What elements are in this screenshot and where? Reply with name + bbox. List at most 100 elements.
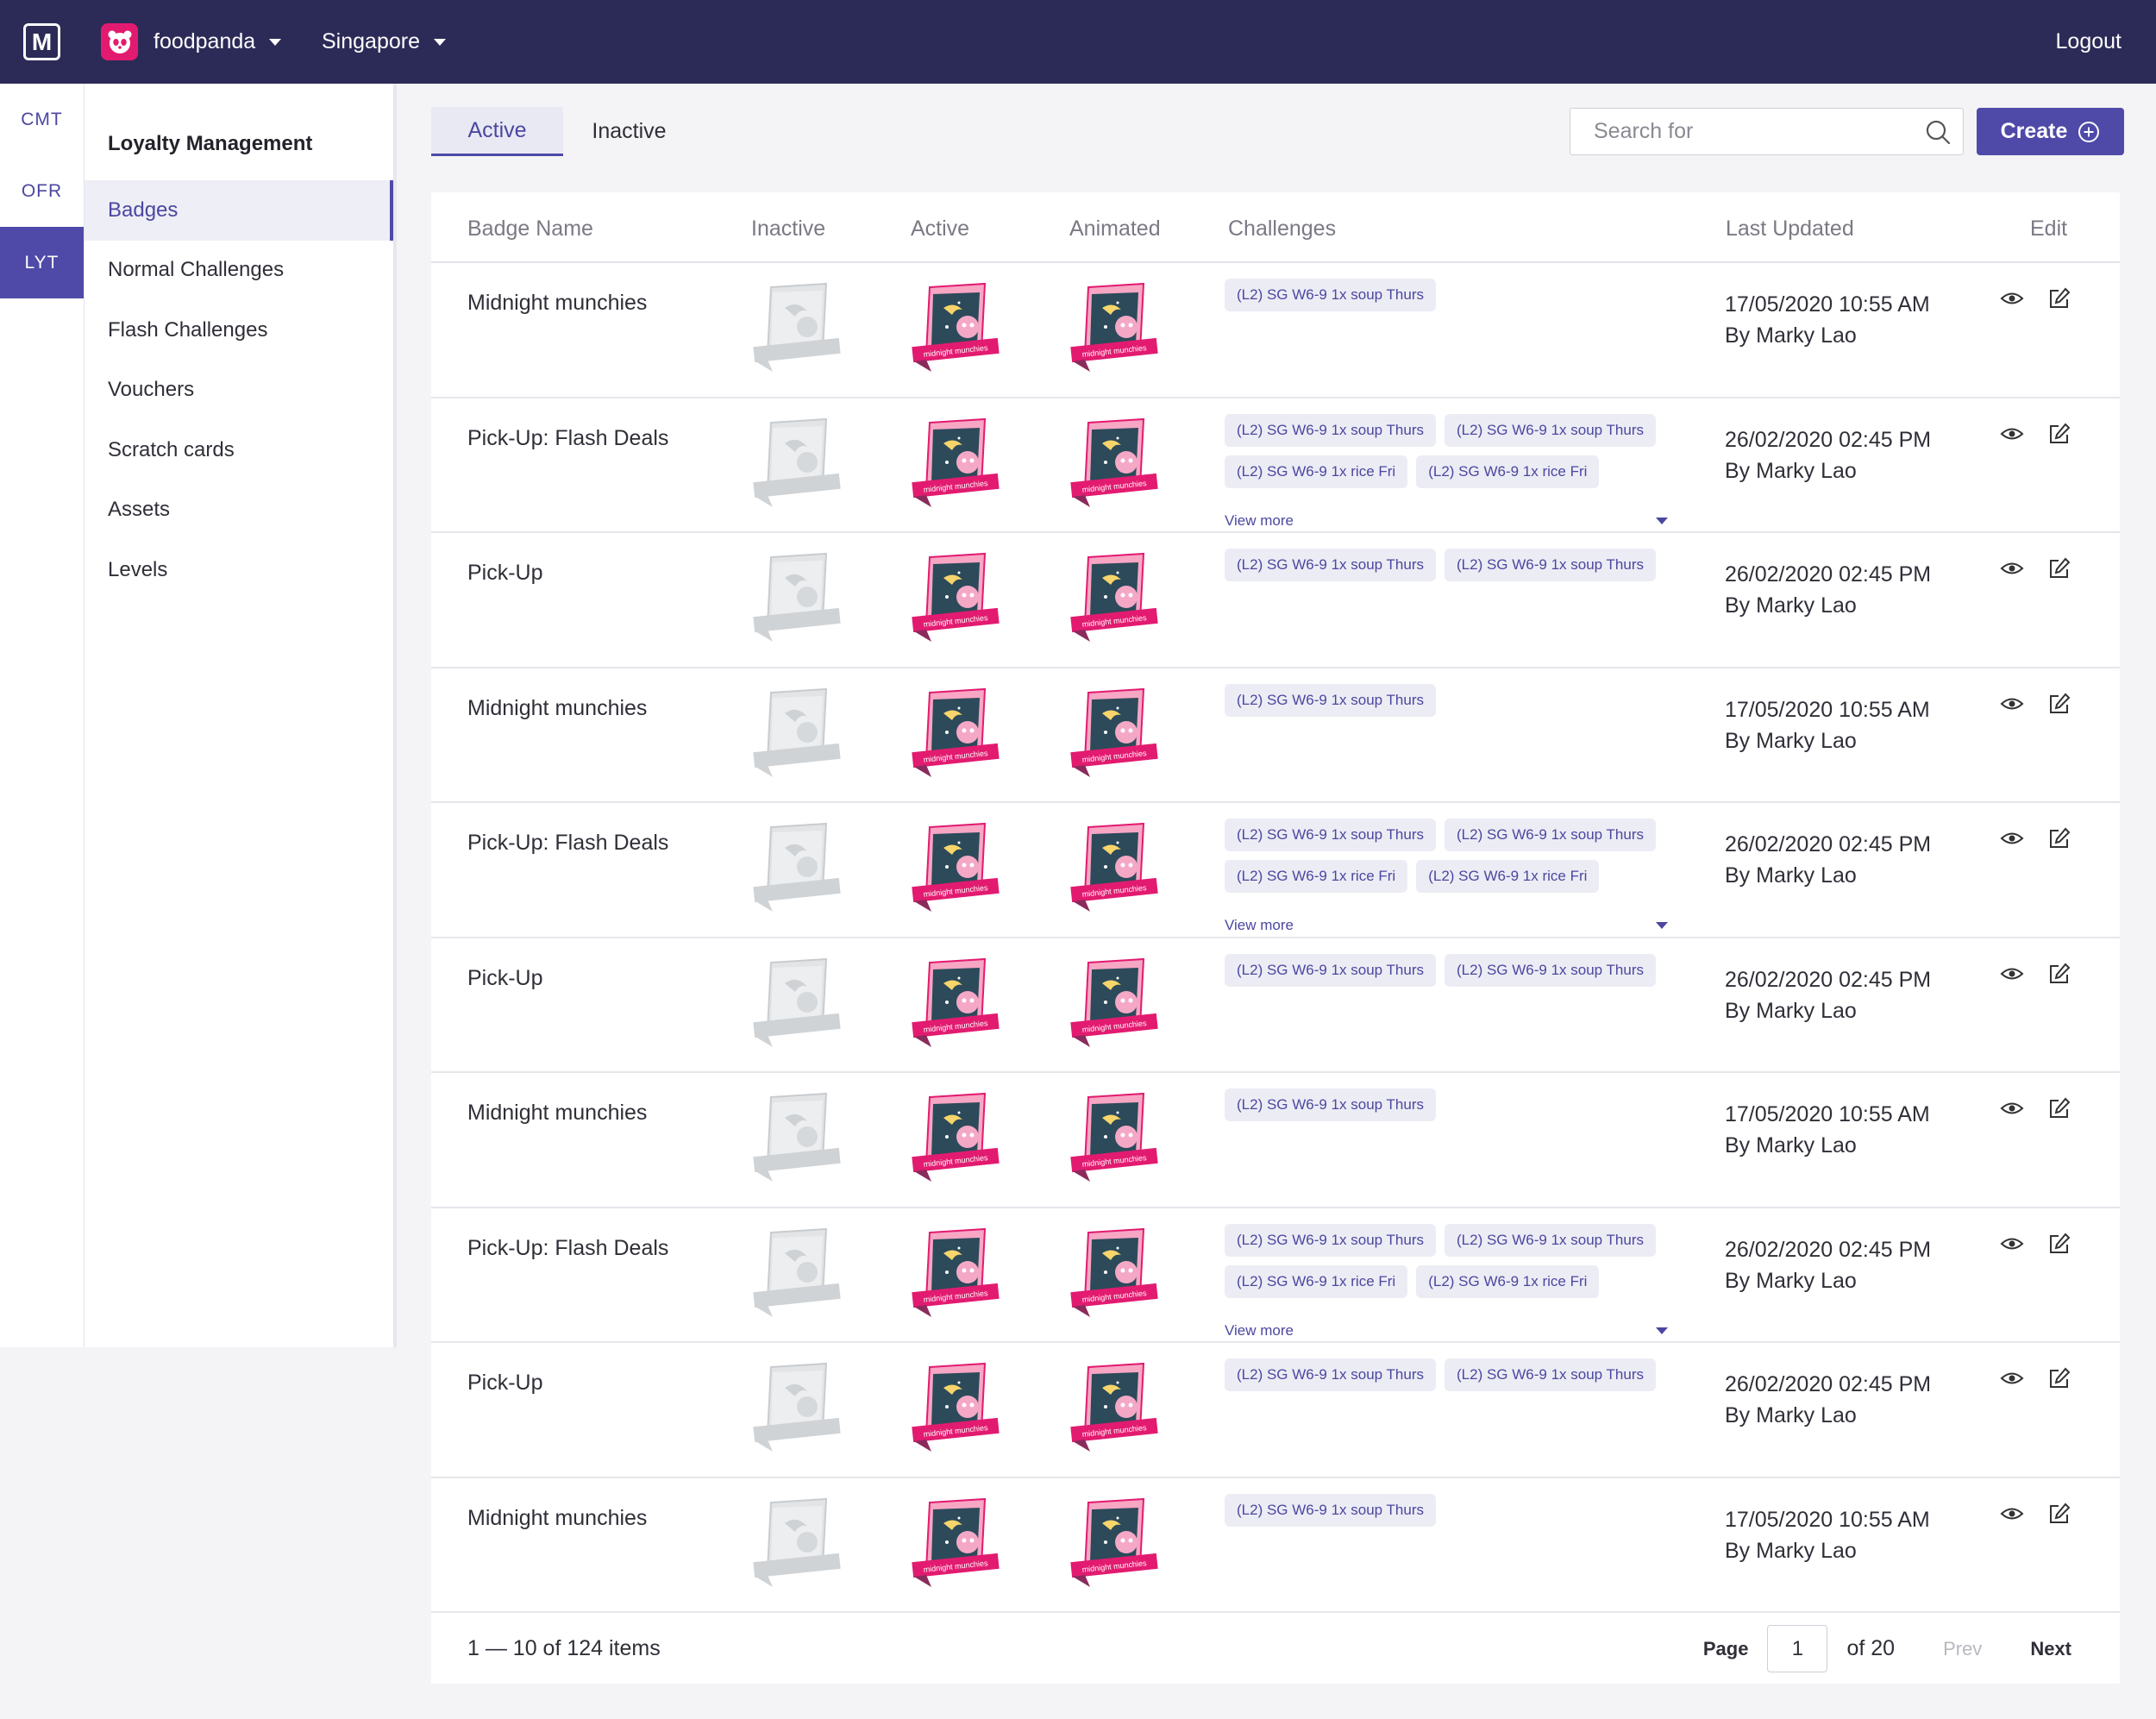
sidebar-item-normal-challenges[interactable]: Normal Challenges xyxy=(108,258,285,282)
table-row[interactable]: Midnight munchies midnight munchies xyxy=(431,1478,2120,1613)
create-button[interactable]: Create xyxy=(1977,108,2124,155)
badge-animated-image: midnight munchies xyxy=(1070,822,1158,912)
updated-date: 26/02/2020 02:45 PM xyxy=(1725,1237,1932,1262)
view-more-link[interactable]: View more xyxy=(1225,1321,1294,1339)
next-button[interactable]: Next xyxy=(2030,1637,2071,1659)
edit-icon[interactable] xyxy=(2046,1365,2072,1391)
table-row[interactable]: Pick-Up midnight munchies xyxy=(431,938,2120,1073)
view-icon[interactable] xyxy=(1999,1365,2025,1391)
challenge-chip[interactable]: (L2) SG W6-9 1x soup Thurs xyxy=(1225,1358,1436,1391)
challenge-chip[interactable]: (L2) SG W6-9 1x soup Thurs xyxy=(1225,1223,1436,1257)
challenge-chip[interactable]: (L2) SG W6-9 1x soup Thurs xyxy=(1225,549,1436,581)
table-row[interactable]: Pick-Up midnight munchies xyxy=(431,1343,2120,1478)
challenge-chip[interactable]: (L2) SG W6-9 1x soup Thurs xyxy=(1445,953,1656,987)
view-more-link[interactable]: View more xyxy=(1225,511,1294,529)
chevron-down-icon[interactable] xyxy=(1656,1327,1668,1334)
badge-inactive-image xyxy=(753,687,841,777)
edit-icon[interactable] xyxy=(2046,691,2072,717)
challenge-chip[interactable]: (L2) SG W6-9 1x soup Thurs xyxy=(1445,1358,1656,1391)
challenge-chip[interactable]: (L2) SG W6-9 1x soup Thurs xyxy=(1445,549,1656,581)
logout-button[interactable]: Logout xyxy=(2055,29,2122,53)
sidebar-title: Loyalty Management xyxy=(108,132,313,155)
app-logo[interactable]: M xyxy=(23,23,60,60)
sidebar-item-assets[interactable]: Assets xyxy=(108,498,171,522)
badge-inactive-image xyxy=(753,282,841,372)
challenge-chips: (L2) SG W6-9 1x soup Thurs (L2) SG W6-9 1… xyxy=(1225,953,1673,995)
edit-icon[interactable] xyxy=(2046,285,2072,311)
challenge-chips: (L2) SG W6-9 1x soup Thurs (L2) SG W6-9 1… xyxy=(1225,1223,1673,1339)
view-icon[interactable] xyxy=(1999,555,2025,581)
sidebar-item-levels[interactable]: Levels xyxy=(108,557,168,581)
view-more-link[interactable]: View more xyxy=(1225,917,1294,933)
challenge-chip[interactable]: (L2) SG W6-9 1x rice Fri xyxy=(1225,1264,1408,1298)
challenge-chip[interactable]: (L2) SG W6-9 1x rice Fri xyxy=(1225,860,1408,893)
sidebar-item-flash-challenges[interactable]: Flash Challenges xyxy=(108,317,268,342)
table-row[interactable]: Midnight munchies midnight munchies xyxy=(431,668,2120,803)
view-icon[interactable] xyxy=(1999,1501,2025,1527)
rail-item-ofr[interactable]: OFR xyxy=(21,180,63,201)
badge-inactive-image xyxy=(753,417,841,507)
challenge-chips: (L2) SG W6-9 1x soup Thurs xyxy=(1225,1088,1673,1130)
table-row[interactable]: Pick-Up midnight munchies xyxy=(431,533,2120,668)
view-icon[interactable] xyxy=(1999,961,2025,987)
table-row[interactable]: Midnight munchies midnight munchies xyxy=(431,263,2120,398)
sidebar-item-badges[interactable]: Badges xyxy=(85,180,393,241)
challenge-chip[interactable]: (L2) SG W6-9 1x soup Thurs xyxy=(1225,683,1436,717)
badge-active-image: midnight munchies xyxy=(912,1497,1000,1587)
challenge-chip[interactable]: (L2) SG W6-9 1x soup Thurs xyxy=(1225,279,1436,311)
view-icon[interactable] xyxy=(1999,421,2025,447)
challenge-chip[interactable]: (L2) SG W6-9 1x soup Thurs xyxy=(1445,413,1656,447)
sidebar-item-vouchers[interactable]: Vouchers xyxy=(108,378,195,402)
challenge-chip[interactable]: (L2) SG W6-9 1x rice Fri xyxy=(1416,1264,1600,1298)
chevron-down-icon[interactable] xyxy=(1656,922,1668,929)
edit-icon[interactable] xyxy=(2046,825,2072,851)
challenge-chip[interactable]: (L2) SG W6-9 1x soup Thurs xyxy=(1225,1493,1436,1527)
edit-icon[interactable] xyxy=(2046,961,2072,987)
edit-icon[interactable] xyxy=(2046,421,2072,447)
updated-date: 17/05/2020 10:55 AM xyxy=(1725,1507,1930,1532)
challenge-chip[interactable]: (L2) SG W6-9 1x rice Fri xyxy=(1416,455,1600,488)
rail-item-cmt[interactable]: CMT xyxy=(21,109,63,129)
search-icon[interactable] xyxy=(1925,119,1951,145)
col-badge-name[interactable]: Badge Name xyxy=(467,216,593,241)
edit-icon[interactable] xyxy=(2046,1231,2072,1257)
sidebar-item-scratch-cards[interactable]: Scratch cards xyxy=(108,437,235,461)
table-row[interactable]: Pick-Up: Flash Deals midnight munchies xyxy=(431,1208,2120,1343)
challenge-chip[interactable]: (L2) SG W6-9 1x rice Fri xyxy=(1416,860,1600,893)
updated-by: By Marky Lao xyxy=(1725,863,1857,888)
rail-item-lyt[interactable]: LYT xyxy=(0,227,84,298)
edit-icon[interactable] xyxy=(2046,555,2072,581)
challenge-chip[interactable]: (L2) SG W6-9 1x soup Thurs xyxy=(1225,819,1436,851)
updated-date: 26/02/2020 02:45 PM xyxy=(1725,832,1932,856)
challenge-chip[interactable]: (L2) SG W6-9 1x soup Thurs xyxy=(1445,1223,1656,1257)
tab-inactive[interactable]: Inactive xyxy=(592,119,667,143)
view-icon[interactable] xyxy=(1999,1231,2025,1257)
page-input[interactable] xyxy=(1767,1625,1828,1672)
tab-active[interactable]: Active xyxy=(431,107,563,156)
edit-icon[interactable] xyxy=(2046,1501,2072,1527)
chevron-down-icon[interactable] xyxy=(1656,517,1668,524)
brand-selector[interactable]: foodpanda xyxy=(101,23,282,60)
badge-active-image: midnight munchies xyxy=(912,1362,1000,1452)
updated-by: By Marky Lao xyxy=(1725,1268,1857,1293)
region-selector[interactable]: Singapore xyxy=(322,23,446,60)
edit-icon[interactable] xyxy=(2046,1095,2072,1121)
table-row[interactable]: Pick-Up: Flash Deals midnight munchies xyxy=(431,398,2120,533)
challenge-chip[interactable]: (L2) SG W6-9 1x soup Thurs xyxy=(1225,413,1436,447)
prev-button[interactable]: Prev xyxy=(1943,1637,1983,1659)
view-icon[interactable] xyxy=(1999,691,2025,717)
view-icon[interactable] xyxy=(1999,825,2025,851)
challenge-chip[interactable]: (L2) SG W6-9 1x soup Thurs xyxy=(1225,1088,1436,1121)
challenge-chip[interactable]: (L2) SG W6-9 1x soup Thurs xyxy=(1445,819,1656,851)
table-row[interactable]: Midnight munchies midnight munchies xyxy=(431,1073,2120,1208)
view-icon[interactable] xyxy=(1999,1095,2025,1121)
challenge-chip[interactable]: (L2) SG W6-9 1x soup Thurs xyxy=(1225,953,1436,987)
chip-row: (L2) SG W6-9 1x soup Thurs xyxy=(1225,1493,1673,1527)
col-last-updated[interactable]: Last Updated xyxy=(1726,216,1854,241)
challenge-chip[interactable]: (L2) SG W6-9 1x rice Fri xyxy=(1225,455,1408,488)
updated-by: By Marky Lao xyxy=(1725,728,1857,753)
badges-table: Badge Name Inactive Active Animated Chal… xyxy=(431,192,2120,1684)
view-icon[interactable] xyxy=(1999,285,2025,311)
search-input[interactable] xyxy=(1594,119,1904,144)
table-row[interactable]: Pick-Up: Flash Deals midnight munchies xyxy=(431,803,2120,938)
